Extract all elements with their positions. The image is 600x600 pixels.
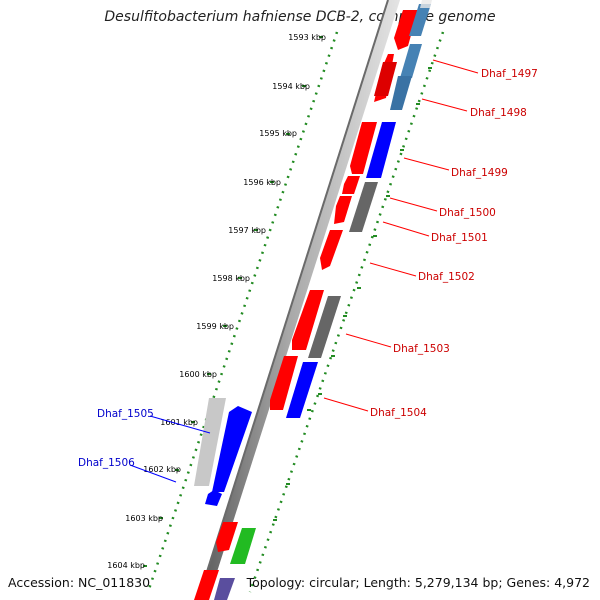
accession-text: Accession: NC_011830 <box>8 575 151 590</box>
ruler-label: 1595 kbp <box>259 129 297 138</box>
gene-arrow[interactable] <box>194 398 226 486</box>
gene-arrow[interactable] <box>394 10 418 50</box>
gene-label[interactable]: Dhaf_1503 <box>393 343 450 355</box>
ruler-label: 1602 kbp <box>143 465 181 474</box>
gene-arrow[interactable] <box>350 122 377 174</box>
gene-label[interactable]: Dhaf_1499 <box>451 167 508 179</box>
gene-arrow[interactable] <box>342 176 360 194</box>
gene-label[interactable]: Dhaf_1500 <box>439 207 496 219</box>
gene-arrow[interactable] <box>214 578 235 600</box>
ruler-label: 1603 kbp <box>125 514 163 523</box>
leader-line <box>403 157 450 171</box>
leader-line <box>432 59 479 74</box>
leader-line <box>149 415 211 434</box>
gene-label[interactable]: Dhaf_1498 <box>470 107 527 119</box>
leader-line <box>345 333 392 348</box>
gene-arrow[interactable] <box>308 296 341 358</box>
gene-arrow[interactable] <box>420 0 432 8</box>
leader-line <box>421 98 468 112</box>
ruler-label: 1593 kbp <box>288 33 326 42</box>
gene-arrow[interactable] <box>212 406 252 492</box>
ruler-label: 1598 kbp <box>212 274 250 283</box>
ruler: 1593 kbp 1594 kbp 1595 kbp 1596 kbp 1597… <box>107 33 326 570</box>
leader-line <box>389 197 438 212</box>
gene-arrow[interactable] <box>216 522 238 552</box>
gene-label[interactable]: Dhaf_1497 <box>481 68 538 80</box>
inner-track-ticks <box>273 67 432 521</box>
ruler-label: 1601 kbp <box>160 418 198 427</box>
gene-arrow[interactable] <box>400 44 422 78</box>
genome-backbone <box>198 0 400 600</box>
gene-labels-left: Dhaf_1505 Dhaf_1506 <box>78 408 211 483</box>
gene-arrow[interactable] <box>292 290 324 350</box>
gene-arrow[interactable] <box>320 230 343 270</box>
gene-arrow[interactable] <box>270 356 298 410</box>
gene-label[interactable]: Dhaf_1505 <box>97 408 154 420</box>
gene-arrow[interactable] <box>334 196 352 224</box>
ruler-label: 1599 kbp <box>196 322 234 331</box>
genome-summary-text: Topology: circular; Length: 5,279,134 bp… <box>246 575 590 590</box>
leader-line <box>129 464 177 483</box>
gene-arrow[interactable] <box>374 62 397 96</box>
gene-labels-right: Dhaf_1497 Dhaf_1498 Dhaf_1499 Dhaf_1500 … <box>323 59 538 419</box>
ruler-label: 1597 kbp <box>228 226 266 235</box>
genome-backbone-edge <box>197 0 389 600</box>
gene-features <box>194 0 432 600</box>
gene-label[interactable]: Dhaf_1506 <box>78 457 135 469</box>
gene-arrow[interactable] <box>194 570 219 600</box>
gene-arrow[interactable] <box>349 182 378 232</box>
leader-line <box>382 221 430 237</box>
ruler-label: 1596 kbp <box>243 178 281 187</box>
gene-label[interactable]: Dhaf_1501 <box>431 232 488 244</box>
gene-arrow[interactable] <box>409 4 431 36</box>
gene-arrow[interactable] <box>205 490 222 506</box>
leader-line <box>323 397 369 412</box>
ruler-label: 1594 kbp <box>272 82 310 91</box>
map-title: Desulfitobacterium hafniense DCB-2, comp… <box>104 9 496 25</box>
ruler-label: 1604 kbp <box>107 561 145 570</box>
ruler-label: 1600 kbp <box>179 370 217 379</box>
ruler-track-inner <box>248 31 445 593</box>
gene-arrow[interactable] <box>366 122 396 178</box>
gene-arrow[interactable] <box>230 528 256 564</box>
gene-label[interactable]: Dhaf_1502 <box>418 271 475 283</box>
gene-arrow[interactable] <box>390 76 412 110</box>
leader-line <box>369 262 417 277</box>
gene-arrow[interactable] <box>286 362 318 418</box>
gene-label[interactable]: Dhaf_1504 <box>370 407 427 419</box>
